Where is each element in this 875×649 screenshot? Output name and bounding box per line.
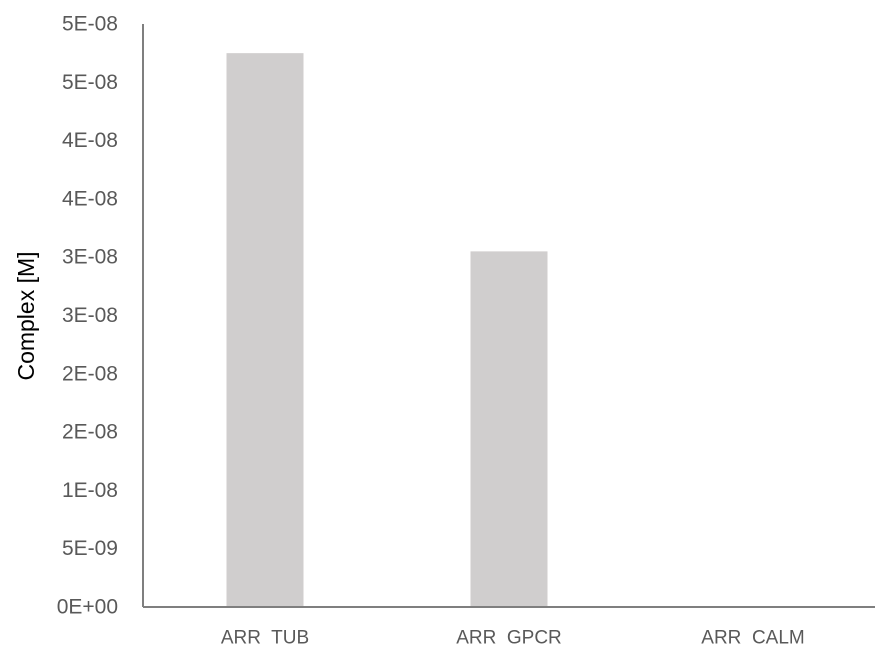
x-axis-ticks: ARR TUB ARR GPCR ARR CALM	[221, 628, 805, 649]
x-tick-label: ARR GPCR	[456, 628, 562, 649]
y-axis-title: Complex [M]	[13, 251, 39, 380]
y-tick-label: 5E-08	[62, 71, 118, 94]
y-tick-label: 3E-08	[62, 246, 118, 269]
bar	[470, 251, 548, 607]
y-tick-label: 2E-08	[62, 421, 118, 444]
y-tick-label: 3E-08	[62, 304, 118, 327]
y-tick-label: 0E+00	[57, 596, 118, 619]
y-tick-label: 2E-08	[62, 362, 118, 385]
y-tick-label: 4E-08	[62, 187, 118, 210]
x-tick-label: ARR CALM	[701, 628, 804, 649]
y-tick-label: 5E-09	[62, 537, 118, 560]
bar	[226, 53, 304, 607]
bars-layer	[226, 53, 548, 607]
y-tick-label: 4E-08	[62, 129, 118, 152]
y-tick-label: 5E-08	[62, 13, 118, 36]
y-tick-label: 1E-08	[62, 479, 118, 502]
y-axis-ticks: 0E+00 5E-09 1E-08 2E-08 2E-08 3E-08 3E-08 4E-08…	[57, 13, 118, 619]
x-tick-label: ARR TUB	[221, 628, 309, 649]
